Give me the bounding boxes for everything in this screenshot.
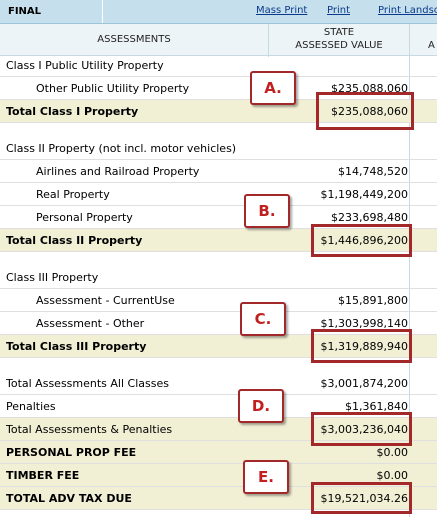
row-label: TIMBER FEE [6,469,80,482]
highlight-box-c [311,329,412,363]
table-row: Other Public Utility Property $235,088,0… [0,77,437,100]
mass-print-link[interactable]: Mass Print [256,5,308,16]
highlight-box-a [316,92,414,130]
table-row: Class II Property (not incl. motor vehic… [0,137,437,160]
row-label: Penalties [6,400,56,413]
highlight-box-b [311,224,412,257]
row-label: Airlines and Railroad Property [36,165,200,178]
row-value: $3,003,236,040 [320,423,408,436]
print-landscape-link[interactable]: Print Landsc [378,5,437,16]
table-row: Class III Property [0,266,437,289]
row-label: TOTAL ADV TAX DUE [6,492,132,505]
row-value: $3,001,874,200 [320,377,408,390]
report-title: FINAL [8,6,42,17]
column-divider [268,24,269,57]
row-label: Real Property [36,188,110,201]
table-row: Class I Public Utility Property [0,54,437,77]
table-row-total: TOTAL ADV TAX DUE $19,521,034.26 [0,487,437,510]
table-row-total: Total Class III Property $1,319,889,940 [0,335,437,358]
table-row-total: TIMBER FEE $0.00 [0,464,437,487]
row-value: $15,891,800 [338,294,408,307]
row-value: $1,198,449,200 [320,188,408,201]
table-row: Total Assessments All Classes $3,001,874… [0,372,437,395]
right-header-label: A [428,40,435,51]
row-value: $0.00 [376,469,409,482]
row-value: $235,088,060 [331,82,408,95]
row-label: Assessment - Other [36,317,145,330]
table-row: Assessment - CurrentUse $15,891,800 [0,289,437,312]
table-row: Penalties $1,361,840 [0,395,437,418]
row-value: $19,521,034.26 [320,492,408,505]
assessments-column-header: ASSESSMENTS [0,24,268,56]
callout-e: E. [243,460,289,494]
row-value: $1,361,840 [345,400,408,413]
column-divider [409,24,410,517]
print-link[interactable]: Print [327,5,351,16]
state-assessed-value-column-header: STATE ASSESSED VALUE [269,24,409,56]
row-label: Total Assessments & Penalties [6,423,173,436]
row-label: Assessment - CurrentUse [36,294,175,307]
row-value: $1,303,998,140 [320,317,408,330]
row-label: Total Class I Property [6,105,139,118]
highlight-box-e [311,482,412,514]
row-value: $235,088,060 [331,105,408,118]
row-value: $0.00 [376,446,409,459]
row-label: Total Class II Property [6,234,143,247]
table-row: Personal Property $233,698,480 [0,206,437,229]
table-row-total: Total Class I Property $235,088,060 [0,100,437,123]
state-header-line1: STATE [323,27,355,38]
row-value: $233,698,480 [331,211,408,224]
callout-a: A. [250,71,296,105]
row-value: $14,748,520 [338,165,408,178]
report-toolbar: FINAL Mass Print Print Print Landsc [0,0,437,24]
row-label: Personal Property [36,211,133,224]
toolbar-divider [102,0,103,23]
table-row-total: PERSONAL PROP FEE $0.00 [0,441,437,464]
callout-b: B. [244,194,290,228]
row-label: Class II Property (not incl. motor vehic… [6,142,237,155]
highlight-box-d [311,412,412,446]
table-row-total: Total Class II Property $1,446,896,200 [0,229,437,252]
row-label: Class III Property [6,271,99,284]
state-header-line2: ASSESSED VALUE [295,40,383,51]
table-row-total: Total Assessments & Penalties $3,003,236… [0,418,437,441]
table-row: Assessment - Other $1,303,998,140 [0,312,437,335]
table-row: Real Property $1,198,449,200 [0,183,437,206]
assessments-header-label: ASSESSMENTS [97,34,171,45]
row-label: Class I Public Utility Property [6,59,164,72]
row-value: $1,446,896,200 [320,234,408,247]
row-label: Other Public Utility Property [36,82,190,95]
row-value: $1,319,889,940 [320,340,408,353]
row-label: PERSONAL PROP FEE [6,446,137,459]
right-column-header: A [410,24,437,56]
row-label: Total Class III Property [6,340,147,353]
row-label: Total Assessments All Classes [6,377,169,390]
table-row: Airlines and Railroad Property $14,748,5… [0,160,437,183]
callout-c: C. [240,302,286,336]
callout-d: D. [238,389,284,423]
